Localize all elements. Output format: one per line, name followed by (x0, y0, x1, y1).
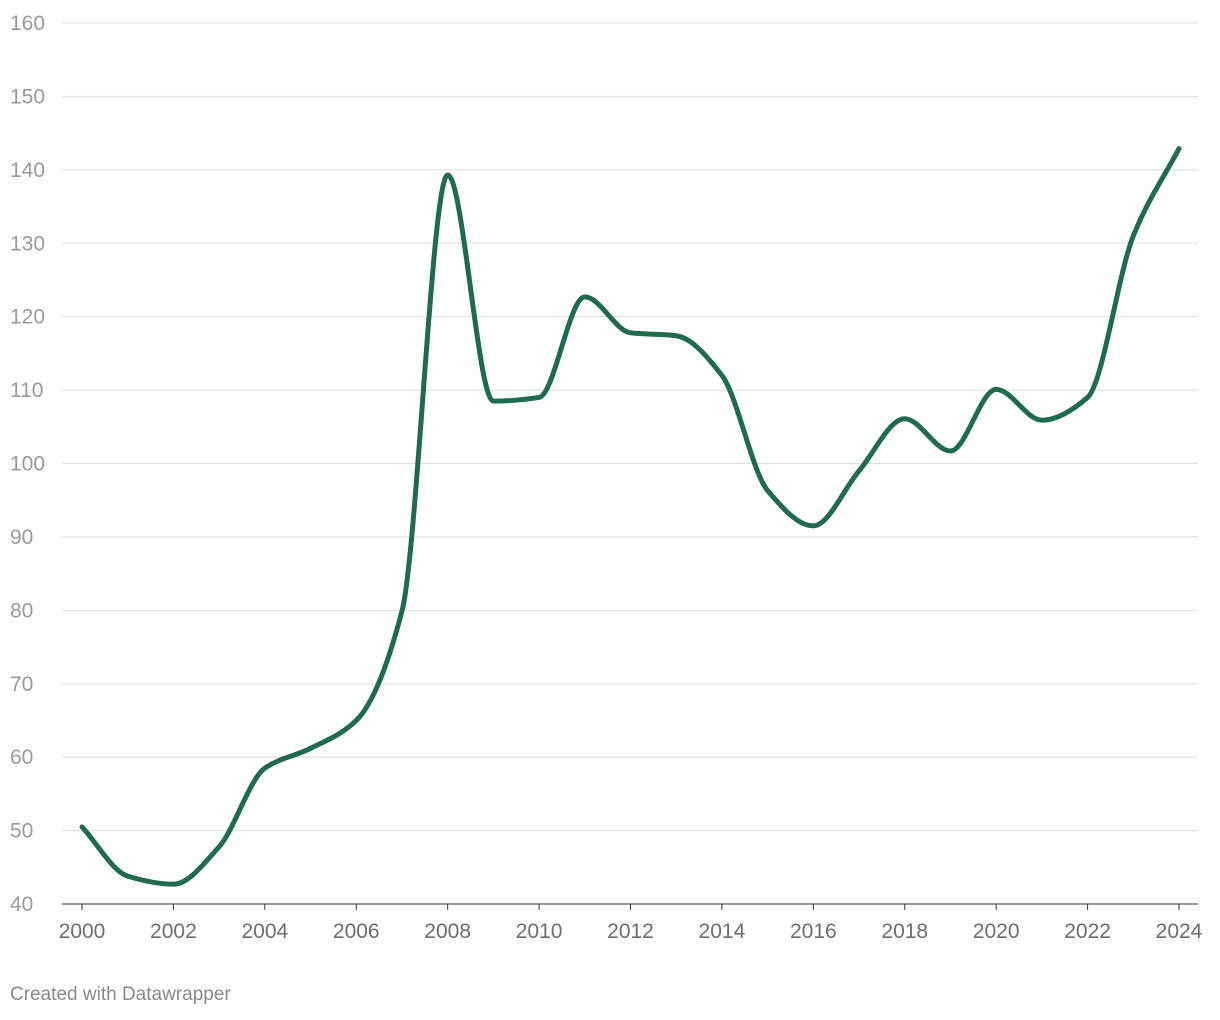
y-tick-label-40: 40 (10, 893, 33, 916)
y-tick-label-160: 160 (10, 12, 45, 35)
y-tick-label-80: 80 (10, 599, 33, 622)
y-tick-label-150: 150 (10, 85, 45, 108)
x-tick-label-2016: 2016 (790, 920, 837, 943)
x-tick-label-2022: 2022 (1064, 920, 1111, 943)
x-tick-label-2004: 2004 (241, 920, 288, 943)
y-tick-label-100: 100 (10, 453, 45, 476)
x-tick-label-2006: 2006 (333, 920, 380, 943)
x-tick-label-2000: 2000 (59, 920, 106, 943)
y-tick-label-70: 70 (10, 673, 33, 696)
y-tick-label-120: 120 (10, 306, 45, 329)
y-tick-label-140: 140 (10, 159, 45, 182)
x-tick-label-2008: 2008 (424, 920, 471, 943)
x-axis: 2000 2002 2004 2006 2008 2010 2012 2014 2016 2018… (59, 903, 1203, 943)
x-tick-label-2018: 2018 (881, 920, 928, 943)
x-tick-label-2002: 2002 (150, 920, 197, 943)
y-tick-label-110: 110 (10, 379, 43, 402)
series-layer (79, 146, 1182, 887)
x-tick-label-2024: 2024 (1156, 920, 1203, 943)
y-axis: 40 50 60 70 80 90 100 110 120 130 140 150 160 (10, 12, 45, 916)
y-tick-label-50: 50 (10, 820, 33, 843)
y-tick-label-130: 130 (10, 232, 45, 255)
y-tick-label-60: 60 (10, 746, 33, 769)
x-tick-label-2010: 2010 (516, 920, 563, 943)
chart-credit: Created with Datawrapper (10, 984, 231, 1005)
series-line-0 (79, 146, 1182, 887)
x-tick-label-2014: 2014 (699, 920, 746, 943)
y-tick-label-90: 90 (10, 526, 33, 549)
gridlines (62, 22, 1198, 832)
x-tick-label-2012: 2012 (607, 920, 654, 943)
x-tick-label-2020: 2020 (973, 920, 1020, 943)
